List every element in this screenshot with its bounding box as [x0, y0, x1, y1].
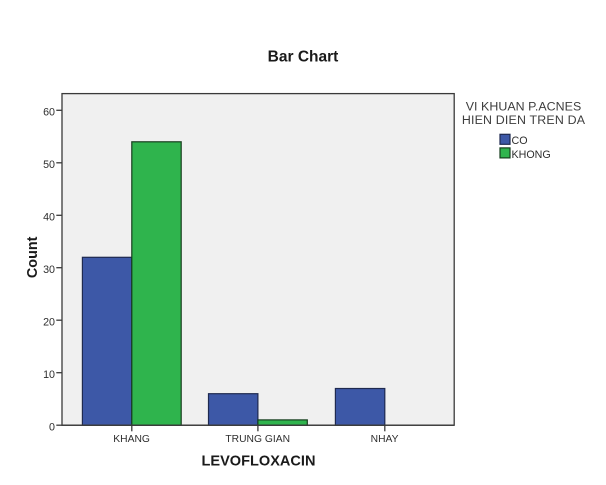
svg-text:40: 40 [43, 211, 55, 223]
svg-text:VI KHUAN P.ACNES: VI KHUAN P.ACNES [466, 100, 582, 114]
svg-text:KHANG: KHANG [113, 434, 150, 445]
svg-text:0: 0 [49, 421, 55, 433]
svg-text:30: 30 [43, 264, 55, 276]
svg-text:CO: CO [512, 135, 528, 147]
svg-text:KHONG: KHONG [512, 149, 551, 161]
svg-text:LEVOFLOXACIN: LEVOFLOXACIN [202, 453, 316, 469]
svg-text:Bar Chart: Bar Chart [268, 48, 339, 65]
svg-text:10: 10 [43, 369, 55, 381]
svg-text:Count: Count [25, 236, 41, 278]
svg-text:60: 60 [43, 106, 55, 118]
svg-text:20: 20 [43, 316, 55, 328]
svg-text:HIEN DIEN TREN DA: HIEN DIEN TREN DA [462, 113, 586, 127]
svg-text:NHAY: NHAY [371, 434, 399, 445]
svg-text:50: 50 [43, 159, 55, 171]
svg-text:TRUNG GIAN: TRUNG GIAN [225, 434, 290, 445]
